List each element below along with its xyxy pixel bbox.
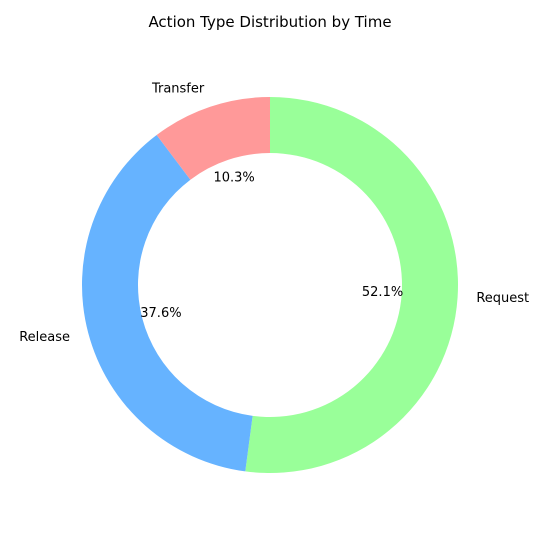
labels-group: Request 52.1% Release 37.6% Transfer 10.3% xyxy=(19,81,529,345)
slice-percent-request: 52.1% xyxy=(362,285,403,300)
slice-release xyxy=(81,135,253,472)
slice-percent-transfer: 10.3% xyxy=(213,171,254,186)
slice-transfer xyxy=(156,97,270,180)
slice-label-release: Release xyxy=(19,330,70,345)
slice-label-request: Request xyxy=(476,291,529,306)
slices-group xyxy=(81,97,458,473)
chart-title: Action Type Distribution by Time xyxy=(148,13,391,31)
slice-percent-release: 37.6% xyxy=(140,306,181,321)
slice-request xyxy=(245,97,458,473)
slice-label-transfer: Transfer xyxy=(151,81,205,96)
